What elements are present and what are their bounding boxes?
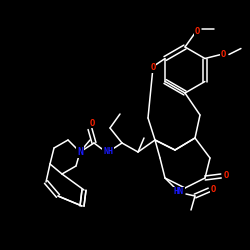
Text: O: O: [220, 50, 226, 59]
Text: N: N: [77, 147, 83, 157]
Text: NH: NH: [103, 148, 113, 156]
Text: HN: HN: [174, 188, 184, 196]
Text: O: O: [194, 28, 200, 36]
Text: O: O: [223, 172, 229, 180]
Text: O: O: [210, 186, 216, 194]
Text: O: O: [89, 118, 95, 128]
Text: O: O: [150, 63, 156, 72]
